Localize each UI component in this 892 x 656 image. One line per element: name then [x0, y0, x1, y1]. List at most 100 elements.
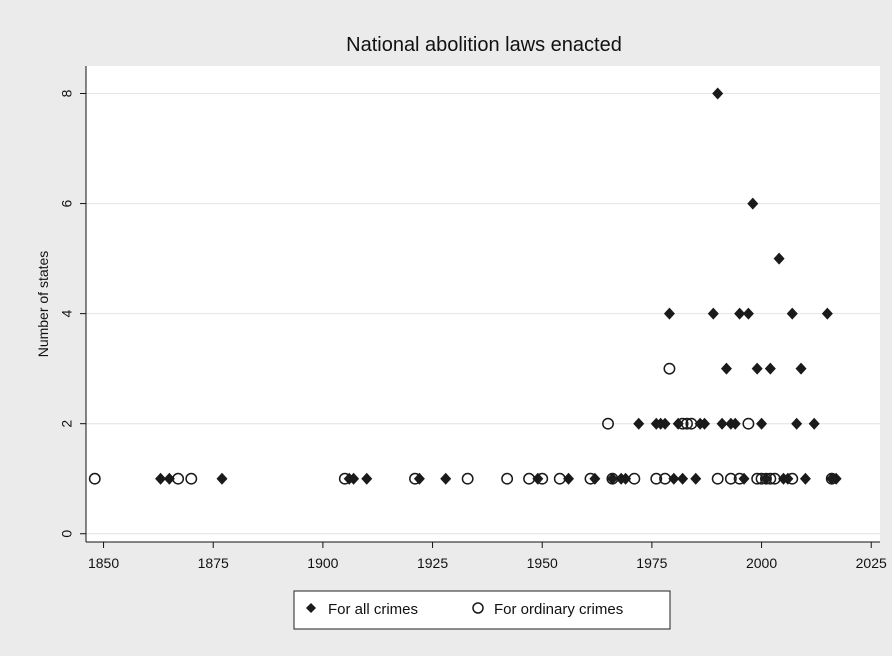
point-all-crimes-1956: [563, 472, 575, 485]
chart-title: National abolition laws enacted: [346, 34, 622, 56]
point-ordinary-crimes-1870: [185, 472, 198, 485]
point-all-crimes-2010: [799, 472, 811, 485]
x-tick-label-1975: 1975: [636, 555, 667, 571]
point-all-crimes-1998: [747, 197, 759, 210]
point-all-crimes-1962: [589, 472, 601, 485]
point-all-crimes-1996: [738, 472, 750, 485]
point-ordinary-crimes-1867: [172, 472, 185, 485]
legend-label-ordinary-crimes: For ordinary crimes: [494, 601, 623, 618]
point-ordinary-crimes-1848: [88, 472, 101, 485]
x-tick-label-2000: 2000: [746, 555, 777, 571]
point-all-crimes-1972: [633, 417, 645, 430]
point-all-crimes-1863: [155, 472, 167, 485]
point-all-crimes-1982: [677, 472, 689, 485]
point-ordinary-crimes-1984: [685, 417, 698, 430]
y-tick-label-4: 4: [59, 310, 75, 318]
series-ordinary-crimes: [88, 362, 838, 485]
point-ordinary-crimes-1954: [553, 472, 566, 485]
point-all-crimes-1991: [716, 417, 728, 430]
point-all-crimes-2012: [808, 417, 820, 430]
point-ordinary-crimes-1978: [659, 472, 671, 485]
legend: For all crimes For ordinary crimes: [293, 590, 671, 630]
series-all-crimes: [155, 87, 842, 485]
point-ordinary-crimes-1995: [733, 472, 746, 485]
point-ordinary-crimes-1905: [338, 472, 351, 485]
point-all-crimes-1992: [720, 362, 732, 375]
point-ordinary-crimes-2000: [755, 472, 768, 485]
y-axis-title: Number of states: [35, 251, 51, 358]
point-ordinary-crimes-1961: [584, 472, 597, 485]
point-all-crimes-1997: [742, 307, 754, 320]
x-tick-label-1875: 1875: [198, 555, 229, 571]
point-all-crimes-1994: [729, 417, 741, 430]
point-all-crimes-2006: [782, 472, 794, 485]
point-all-crimes-1978: [659, 417, 671, 430]
point-all-crimes-2008: [791, 417, 803, 430]
legend-circle-marker: [472, 602, 484, 614]
x-tick-label-1850: 1850: [88, 555, 119, 571]
point-all-crimes-1999: [751, 362, 763, 375]
point-all-crimes-2007: [786, 307, 798, 320]
x-tick-label-1950: 1950: [527, 555, 558, 571]
point-ordinary-crimes-1997: [742, 417, 755, 430]
point-all-crimes-1979: [663, 307, 675, 320]
point-all-crimes-1949: [532, 472, 544, 485]
point-ordinary-crimes-1983: [681, 417, 693, 430]
point-ordinary-crimes-1966: [606, 472, 619, 485]
point-ordinary-crimes-1990: [711, 472, 724, 485]
point-all-crimes-1990: [712, 87, 724, 100]
point-ordinary-crimes-1921: [409, 472, 421, 485]
y-tick-label-0: 0: [59, 530, 75, 538]
x-tick-label-1900: 1900: [307, 555, 338, 571]
point-ordinary-crimes-2016: [825, 472, 838, 485]
y-tick-label-8: 8: [59, 89, 75, 97]
point-all-crimes-1907: [348, 472, 360, 485]
x-ticks: 1850 1875 1900 1925 1950 1975 2000 2025: [88, 542, 887, 571]
x-tick-label-1925: 1925: [417, 555, 448, 571]
point-ordinary-crimes-1979: [663, 362, 676, 375]
point-ordinary-crimes-1999: [751, 472, 764, 485]
point-all-crimes-1877: [216, 472, 228, 485]
point-all-crimes-2009: [795, 362, 807, 375]
legend-diamond-marker: [306, 603, 316, 613]
point-ordinary-crimes-2007: [786, 472, 799, 485]
axes: [85, 66, 880, 543]
point-all-crimes-1969: [620, 472, 632, 485]
point-ordinary-crimes-1950: [536, 472, 549, 485]
point-ordinary-crimes-1993: [724, 472, 737, 485]
y-tick-label-2: 2: [59, 420, 75, 428]
point-all-crimes-2001: [760, 472, 772, 485]
point-all-crimes-1865: [163, 472, 175, 485]
legend-box: [293, 590, 671, 630]
point-all-crimes-1995: [734, 307, 746, 320]
point-all-crimes-2004: [773, 252, 785, 265]
point-ordinary-crimes-1947: [523, 472, 536, 485]
point-ordinary-crimes-1933: [461, 472, 474, 485]
point-ordinary-crimes-1982: [676, 417, 689, 430]
point-all-crimes-1980: [668, 472, 680, 485]
point-all-crimes-1987: [699, 417, 711, 430]
point-all-crimes-1928: [440, 472, 452, 485]
point-all-crimes-1910: [361, 472, 373, 485]
point-ordinary-crimes-2001: [759, 472, 772, 485]
plot-area: [86, 66, 880, 542]
point-ordinary-crimes-2002: [764, 472, 777, 485]
point-ordinary-crimes-1965: [602, 417, 614, 430]
legend-label-all-crimes: For all crimes: [328, 601, 418, 618]
point-ordinary-crimes-1976: [650, 472, 663, 485]
point-all-crimes-2002: [764, 362, 776, 375]
x-tick-label-2025: 2025: [856, 555, 887, 571]
y-ticks: 0 2 4 6 8: [59, 89, 86, 538]
point-all-crimes-2017: [830, 472, 842, 485]
point-all-crimes-1922: [413, 472, 425, 485]
data-points: [88, 87, 842, 485]
point-ordinary-crimes-1971: [628, 472, 641, 485]
point-all-crimes-1989: [707, 307, 719, 320]
point-all-crimes-1966: [606, 472, 618, 485]
point-all-crimes-1985: [690, 472, 702, 485]
point-ordinary-crimes-2003: [768, 472, 781, 485]
point-all-crimes-2015: [821, 307, 833, 320]
point-all-crimes-1981: [672, 417, 684, 430]
point-ordinary-crimes-1942: [501, 472, 514, 485]
